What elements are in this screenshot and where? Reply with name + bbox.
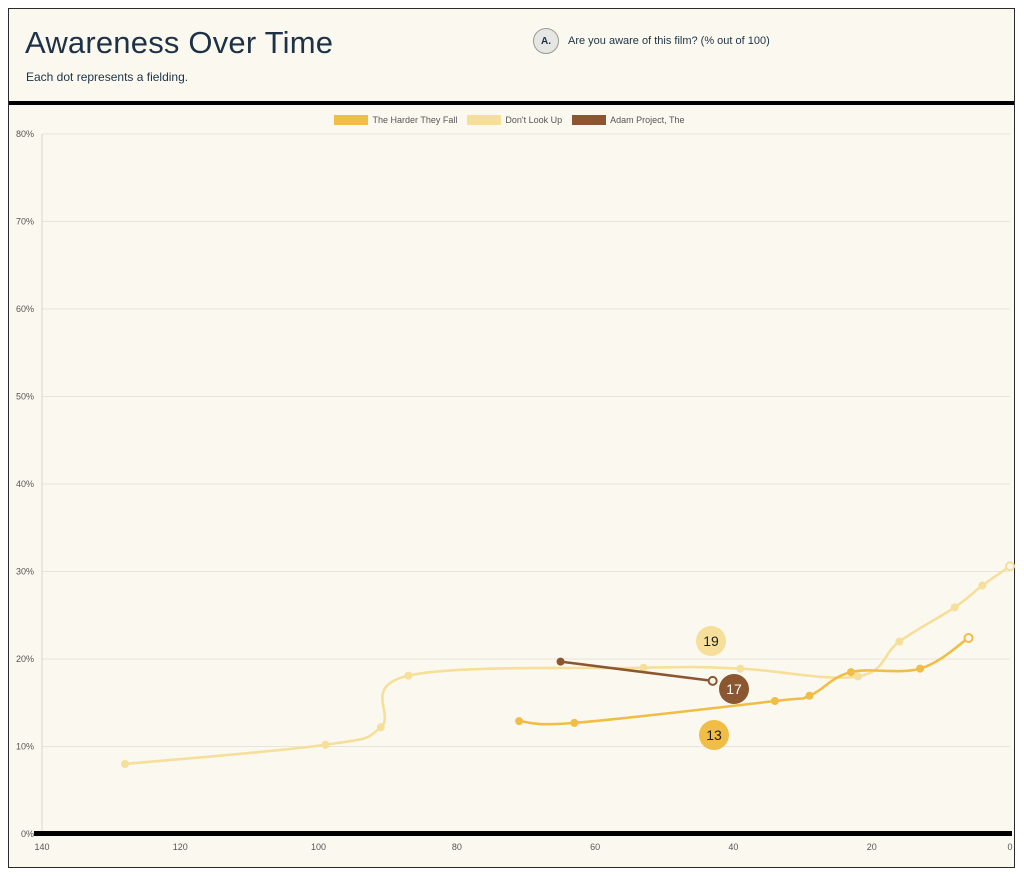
header-divider — [9, 101, 1014, 105]
series-end-label: 13 — [706, 727, 722, 743]
data-point — [853, 672, 862, 681]
data-point — [120, 760, 129, 768]
page-title: Awareness Over Time — [25, 25, 334, 60]
x-tick-label: 80 — [452, 842, 462, 852]
chart-legend: The Harder They Fall Don't Look Up Adam … — [9, 115, 1014, 125]
legend-swatch — [467, 115, 502, 125]
y-tick-label: 0% — [21, 829, 34, 839]
page-subtitle: Each dot represents a fielding. — [26, 70, 189, 84]
data-point — [805, 691, 814, 700]
data-point — [376, 723, 385, 732]
legend-item-harder-they-fall[interactable]: The Harder They Fall — [334, 115, 457, 125]
data-point — [846, 668, 855, 677]
legend-swatch — [572, 115, 607, 125]
question-label: A. Are you aware of this film? (% out of… — [533, 26, 770, 56]
y-tick-label: 40% — [16, 479, 34, 489]
data-point — [895, 637, 904, 646]
legend-item-dont-look-up[interactable]: Don't Look Up — [467, 115, 562, 125]
y-tick-label: 70% — [16, 217, 34, 227]
series-line — [123, 564, 1012, 766]
x-axis-baseline — [34, 831, 1012, 836]
x-tick-label: 60 — [590, 842, 600, 852]
chart-header: Awareness Over Time Each dot represents … — [9, 9, 1014, 103]
data-point — [978, 581, 987, 590]
x-tick-label: 20 — [867, 842, 877, 852]
legend-label: Don't Look Up — [505, 115, 563, 125]
series-end-badge — [699, 720, 729, 750]
data-point — [963, 633, 974, 643]
y-tick-label: 50% — [16, 392, 34, 402]
series-end-label: 19 — [703, 633, 719, 649]
data-point — [950, 603, 959, 612]
awareness-line-chart: 0% 10% 20% 30% 40% 50% 60% 70% 80% 140 120 100 80 60 4… — [16, 129, 1015, 852]
series-end-badge — [696, 626, 726, 656]
x-tick-label: 40 — [728, 842, 738, 852]
legend-label: The Harder They Fall — [372, 115, 458, 125]
y-tick-label: 30% — [16, 567, 34, 577]
x-tick-label: 140 — [34, 842, 49, 852]
x-tick-label: 100 — [311, 842, 326, 852]
data-point — [404, 671, 413, 680]
y-tick-label: 80% — [16, 129, 34, 139]
data-point — [639, 663, 648, 672]
data-point — [707, 675, 718, 686]
legend-swatch — [334, 115, 369, 125]
series-end-label: 17 — [726, 681, 742, 697]
y-tick-label: 20% — [16, 654, 34, 664]
data-point — [1005, 561, 1015, 572]
data-point — [770, 697, 779, 705]
data-point — [321, 740, 330, 749]
y-tick-label: 10% — [16, 742, 34, 752]
legend-label: Adam Project, The — [610, 115, 685, 125]
legend-item-adam-project[interactable]: Adam Project, The — [572, 115, 685, 125]
y-tick-label: 60% — [16, 304, 34, 314]
question-text: Are you aware of this film? (% out of 10… — [568, 35, 770, 47]
data-point — [736, 664, 745, 673]
data-point — [916, 664, 925, 673]
series-end-badge — [719, 674, 749, 704]
data-point — [570, 718, 579, 727]
chart-card: Awareness Over Time Each dot represents … — [8, 8, 1015, 868]
x-tick-label: 0 — [1007, 842, 1012, 852]
question-badge: A. — [533, 28, 559, 54]
series-line — [559, 660, 714, 683]
data-point — [515, 717, 524, 726]
x-tick-label: 120 — [173, 842, 188, 852]
data-point — [556, 657, 565, 666]
